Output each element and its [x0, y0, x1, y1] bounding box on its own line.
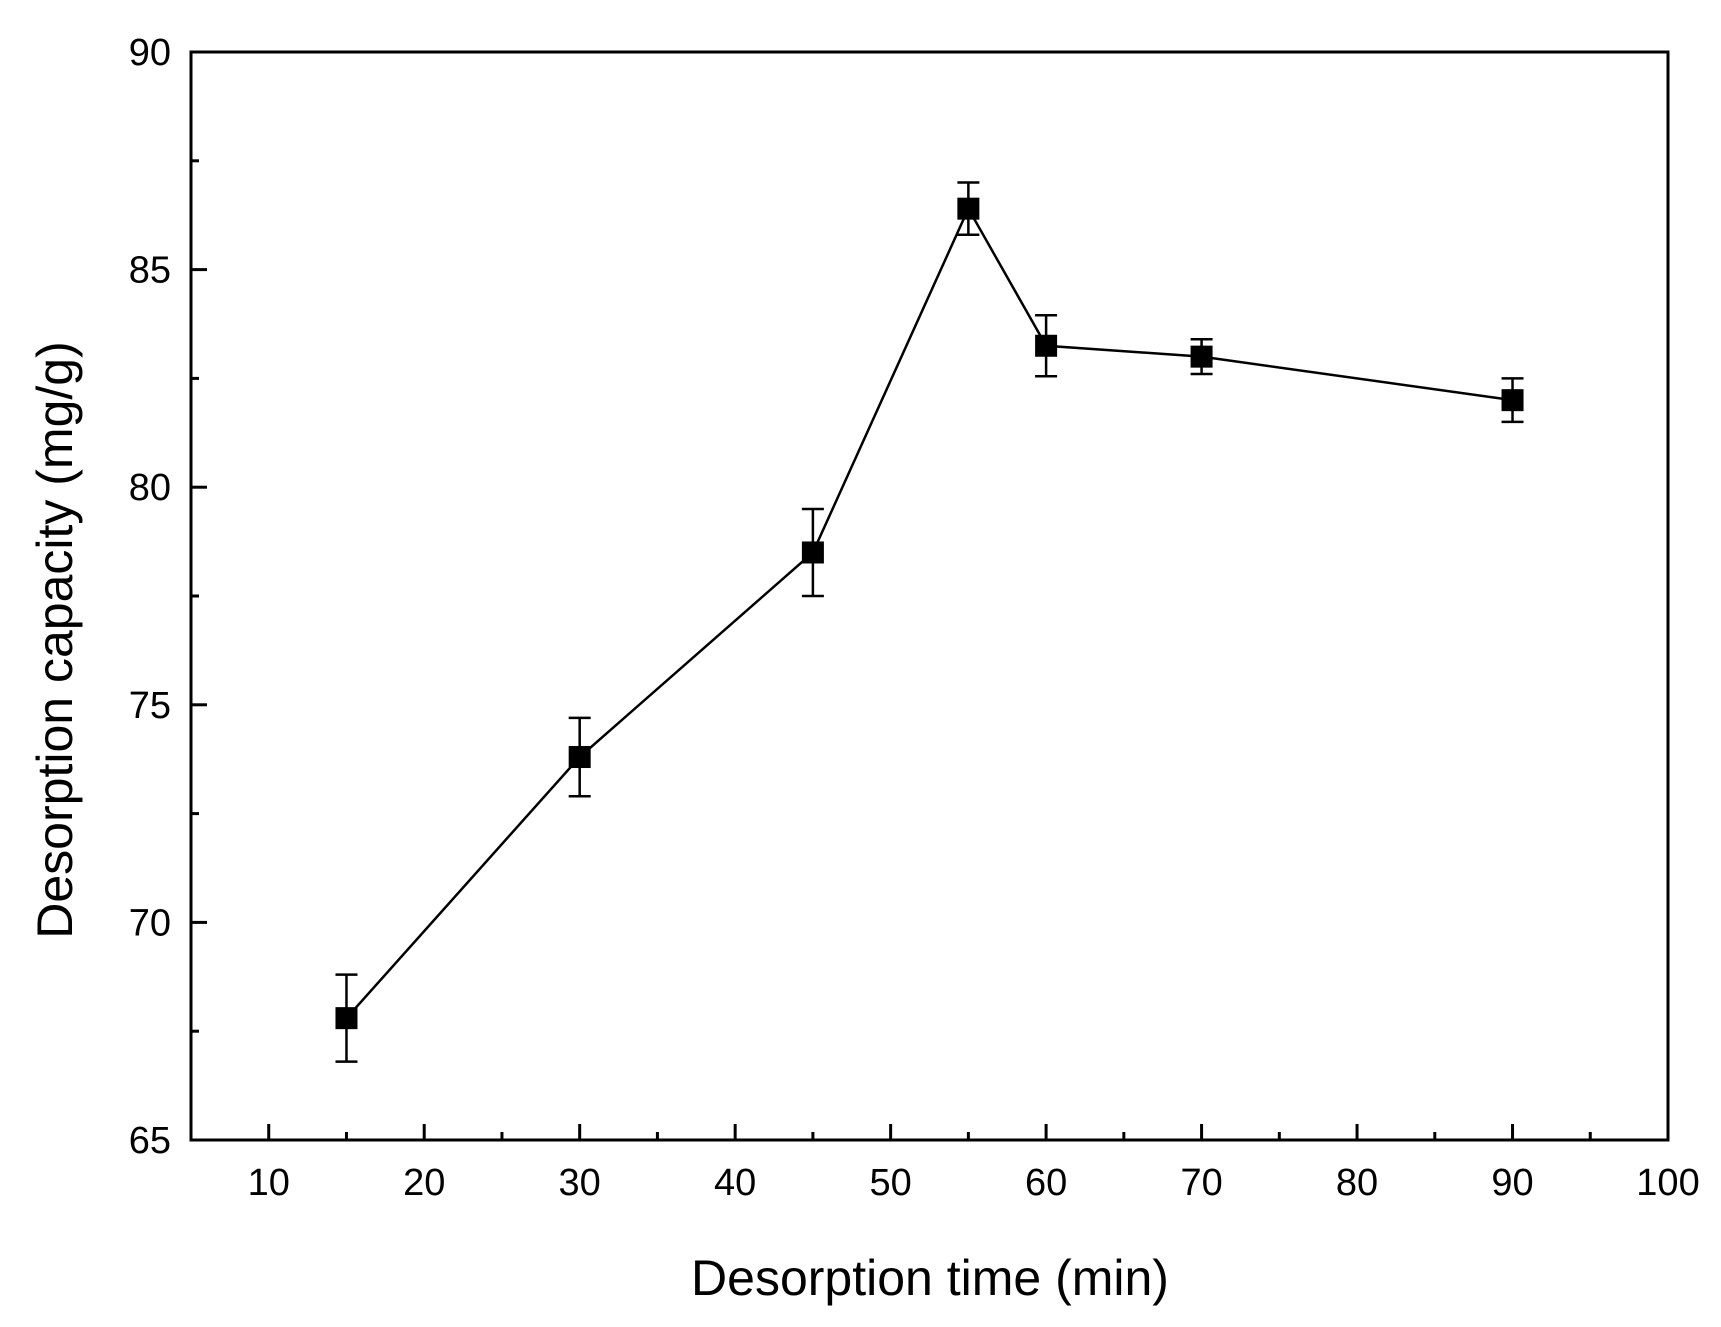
x-tick-label: 30: [559, 1162, 601, 1204]
series-layer: [335, 181, 1524, 1063]
data-point: [1035, 334, 1058, 357]
x-axis-ticks: 10 20 30 40 50 60 70 80 90 100: [248, 1124, 1700, 1204]
data-point: [1501, 389, 1524, 412]
x-tick-label: 10: [248, 1162, 290, 1204]
y-tick-label: 85: [129, 250, 171, 292]
x-tick-label: 100: [1636, 1162, 1699, 1204]
x-axis-title: Desorption time (min): [691, 1250, 1169, 1306]
y-axis-ticks: 65 70 75 80 85 90: [129, 32, 207, 1162]
y-tick-label: 70: [129, 902, 171, 944]
x-tick-label: 80: [1336, 1162, 1378, 1204]
plot-frame: [189, 50, 1670, 1142]
x-tick-label: 90: [1491, 1162, 1533, 1204]
y-tick-label: 75: [129, 685, 171, 727]
y-tick-label: 80: [129, 467, 171, 509]
y-tick-label: 90: [129, 32, 171, 74]
series-line: [345, 205, 1513, 1019]
x-tick-label: 40: [714, 1162, 756, 1204]
data-point: [335, 1007, 358, 1030]
data-point: [568, 746, 591, 769]
y-axis-title: Desorption capacity (mg/g): [27, 341, 83, 938]
data-point: [801, 541, 824, 564]
y-tick-label: 65: [129, 1120, 171, 1162]
x-tick-label: 20: [403, 1162, 445, 1204]
x-tick-label: 70: [1180, 1162, 1222, 1204]
data-point: [1190, 345, 1213, 368]
x-tick-label: 60: [1025, 1162, 1067, 1204]
data-point: [957, 197, 980, 220]
x-tick-label: 50: [869, 1162, 911, 1204]
